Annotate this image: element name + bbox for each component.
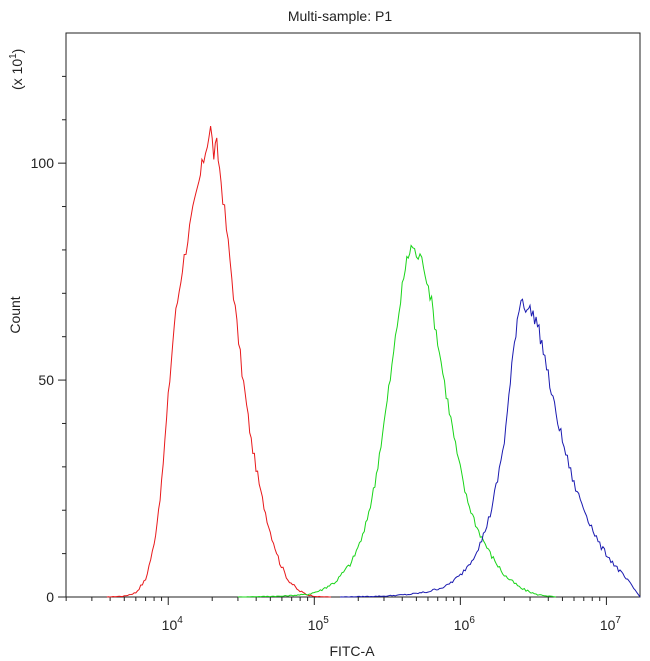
y-tick-label: 50 [38, 372, 54, 388]
x-tick-exponent: 4 [177, 615, 183, 626]
x-tick-exponent: 5 [323, 615, 329, 626]
series-line-2 [237, 244, 556, 598]
x-tick-label: 106 [454, 615, 476, 633]
x-tick-base: 10 [308, 617, 324, 633]
x-tick-exponent: 7 [615, 615, 621, 626]
series-line-3 [339, 298, 641, 598]
y-axis: 0 50 100 [31, 75, 66, 605]
y-multiplier-base: (x 10 [9, 59, 25, 90]
y-multiplier-exponent: 1 [8, 53, 19, 59]
plot-frame [65, 32, 641, 598]
series-group [106, 126, 641, 598]
x-tick-base: 10 [454, 617, 470, 633]
y-axis-label: Count [7, 296, 23, 333]
x-tick-label: 105 [308, 615, 330, 633]
x-tick-base: 10 [600, 617, 616, 633]
y-tick-label: 100 [31, 155, 55, 171]
x-tick-exponent: 6 [469, 615, 475, 626]
chart-title: Multi-sample: P1 [288, 8, 392, 24]
x-axis-label: FITC-A [329, 643, 375, 659]
y-tick-label: 0 [46, 589, 54, 605]
x-tick-base: 10 [162, 617, 178, 633]
svg-text:(x 101): (x 101) [8, 49, 25, 90]
x-tick-label: 107 [600, 615, 622, 633]
series-line-1 [106, 126, 331, 598]
x-axis: 104 105 106 107 [65, 597, 622, 633]
y-multiplier-label: (x 101) [8, 49, 25, 90]
x-tick-label: 104 [162, 615, 184, 633]
